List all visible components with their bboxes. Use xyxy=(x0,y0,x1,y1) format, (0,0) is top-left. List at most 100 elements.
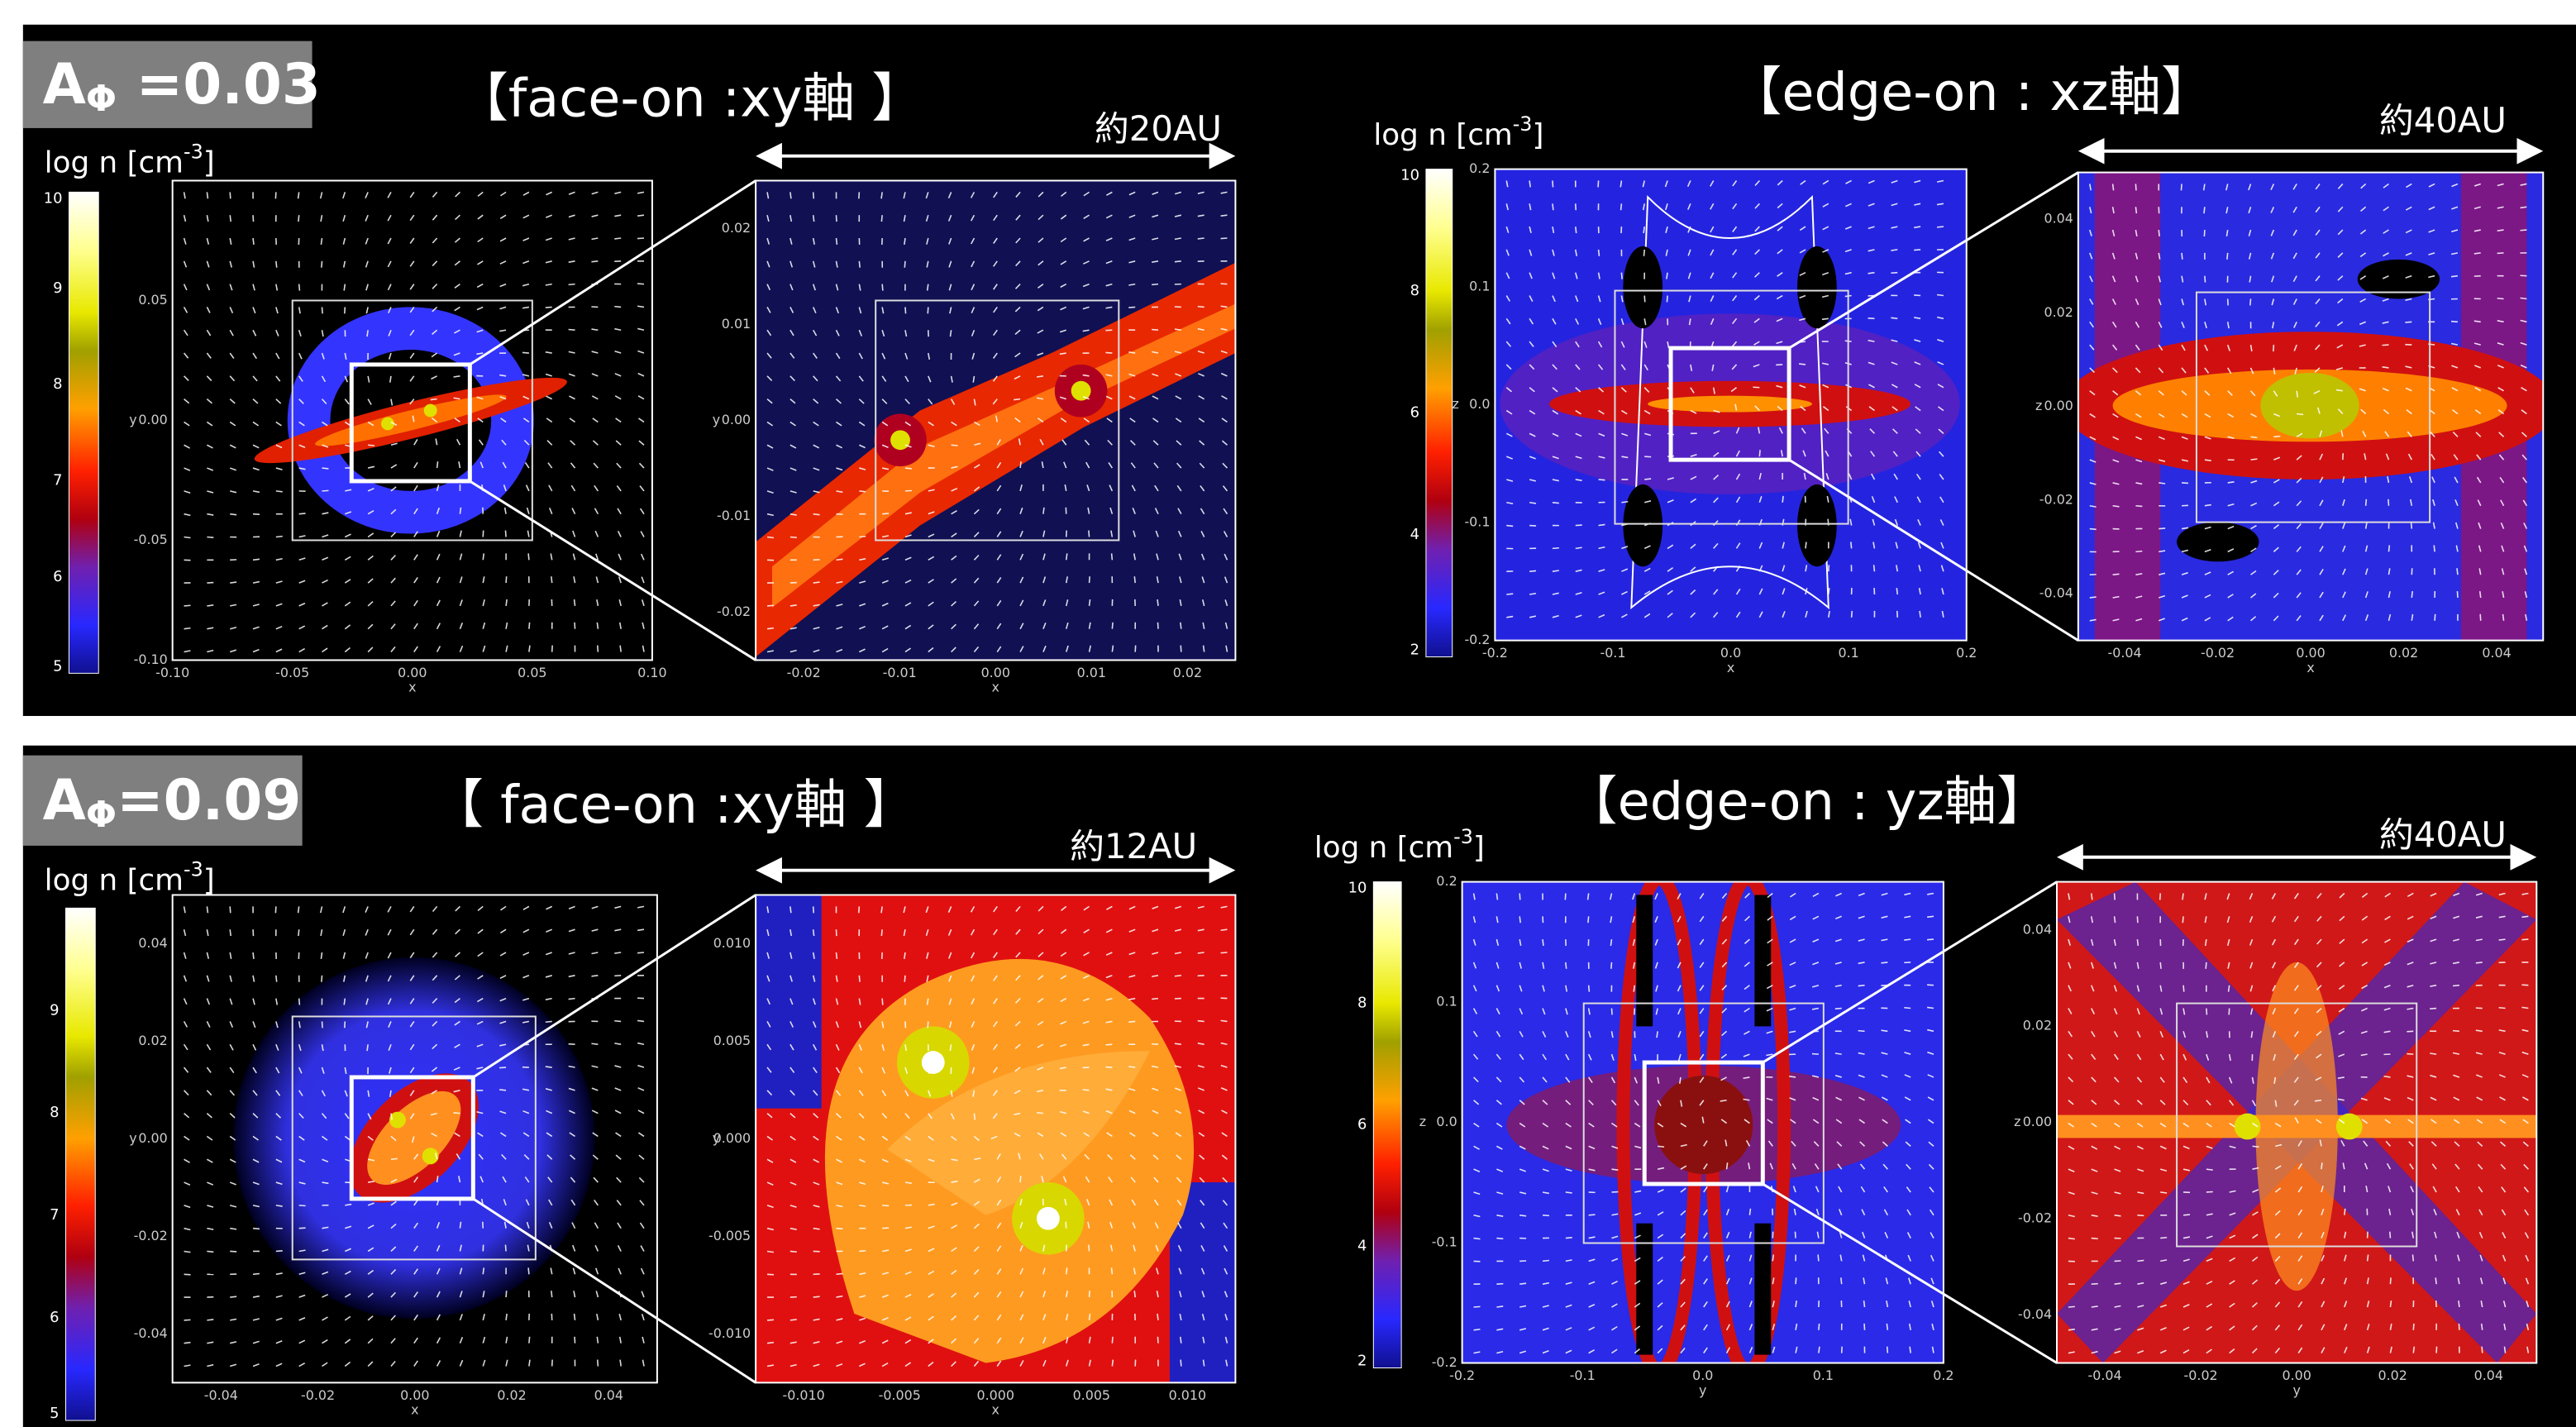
y-tick-label: -0.2 xyxy=(1432,1354,1457,1370)
vector-arrow xyxy=(345,307,346,313)
vector-arrow xyxy=(1881,1030,1887,1031)
vector-arrow xyxy=(437,461,438,468)
colorbar-tick-label: 5 xyxy=(53,657,62,675)
vector-arrow xyxy=(591,1043,598,1044)
vector-arrow xyxy=(184,605,191,606)
vector-arrow xyxy=(2092,1238,2098,1239)
x-tick-label: 0.2 xyxy=(1956,645,1977,661)
vector-arrow xyxy=(1112,646,1113,652)
colorbar-tick-label: 10 xyxy=(1400,167,1419,184)
vector-arrow xyxy=(1066,1267,1067,1274)
colorbar-label-text: log n [cm xyxy=(45,146,184,180)
vector-arrow xyxy=(2435,1277,2436,1284)
vector-arrow xyxy=(2135,184,2136,190)
vector-arrow xyxy=(529,646,530,652)
x-tick-label: 0.02 xyxy=(2378,1367,2407,1383)
colorbar-label-sup: -3 xyxy=(184,857,203,881)
vector-arrow xyxy=(1566,962,1567,969)
vector-arrow xyxy=(1927,939,1934,940)
y-axis-label: y xyxy=(713,412,720,427)
colorbar-label-text: log n [cm xyxy=(45,864,184,898)
vector-arrow xyxy=(2520,230,2526,231)
colorbar-label-end: ] xyxy=(203,864,215,898)
vector-arrow xyxy=(1727,1162,1728,1169)
vector-arrow xyxy=(1657,1031,1658,1038)
vector-arrow xyxy=(2160,1192,2167,1193)
vector-arrow xyxy=(505,531,506,537)
vector-arrow xyxy=(2321,1162,2322,1169)
vector-arrow xyxy=(790,192,791,198)
vector-arrow xyxy=(1175,1043,1181,1044)
x-axis-label: x xyxy=(2306,660,2314,675)
vector-arrow xyxy=(1611,1169,1618,1170)
vector-arrow xyxy=(859,491,866,492)
colorbar-tick-label: 9 xyxy=(50,1001,59,1019)
vector-arrow xyxy=(184,1274,191,1275)
vector-arrow xyxy=(2413,1347,2414,1353)
y-tick-label: 0.0 xyxy=(1469,396,1490,412)
vector-arrow xyxy=(1896,588,1897,594)
vector-arrow xyxy=(2205,460,2211,461)
vector-arrow xyxy=(298,929,299,936)
colorbar xyxy=(65,908,95,1420)
vector-field xyxy=(184,906,644,1366)
x-axis-label: x xyxy=(992,1402,999,1418)
vector-arrow xyxy=(1611,1009,1612,1015)
y-tick-label: -0.02 xyxy=(2039,491,2073,507)
y-tick-label: 0.00 xyxy=(138,1130,167,1146)
vector-arrow xyxy=(1037,1113,1043,1114)
vector-arrow xyxy=(813,582,820,583)
vector-arrow xyxy=(483,553,484,560)
vector-arrow xyxy=(2482,1324,2483,1330)
vector-arrow xyxy=(499,1067,506,1068)
vector-arrow xyxy=(253,1274,260,1275)
vector-arrow xyxy=(1175,261,1181,262)
vector-arrow xyxy=(230,215,231,222)
vector-arrow xyxy=(1588,893,1589,900)
y-tick-label: 0.02 xyxy=(138,1033,167,1048)
vector-arrow xyxy=(2521,985,2528,986)
vector-arrow xyxy=(767,605,774,606)
vector-arrow xyxy=(2113,506,2120,507)
colorbar-tick-label: 8 xyxy=(53,375,62,393)
vector-arrow xyxy=(2411,523,2412,529)
vector-arrow xyxy=(1519,893,1520,900)
scale-label: 約40AU xyxy=(2379,814,2507,855)
vector-arrow xyxy=(367,330,368,336)
y-tick-label: 0.2 xyxy=(1436,873,1457,889)
vector-arrow xyxy=(2251,459,2258,460)
x-tick-label: -0.04 xyxy=(204,1387,238,1403)
x-axis-label: x xyxy=(408,680,416,695)
colorbar-label-end: ] xyxy=(203,146,215,180)
vector-arrow xyxy=(882,1205,889,1206)
vector-arrow xyxy=(637,215,644,216)
vector-arrow xyxy=(322,307,323,313)
vector-arrow xyxy=(2499,1008,2506,1009)
y-tick-label: 0.1 xyxy=(1469,279,1490,294)
vector-arrow xyxy=(184,628,191,629)
y-tick-label: 0.010 xyxy=(713,935,751,951)
vector-arrow xyxy=(506,1291,507,1297)
vector-arrow xyxy=(1496,1238,1503,1239)
vector-arrow xyxy=(1043,508,1044,514)
x-tick-label: -0.05 xyxy=(275,665,309,680)
simulation-image xyxy=(1462,879,1944,1372)
vector-arrow xyxy=(1868,273,1875,274)
vector-arrow xyxy=(391,1158,398,1159)
vector-arrow xyxy=(1089,531,1090,537)
vector-arrow xyxy=(1644,296,1645,303)
vector-arrow xyxy=(499,1090,506,1091)
vector-arrow xyxy=(1835,1053,1842,1054)
vector-arrow xyxy=(1198,952,1205,953)
vector-arrow xyxy=(368,445,374,446)
y-tick-label: 0.02 xyxy=(722,220,751,236)
vector-arrow xyxy=(1105,352,1112,353)
colorbar-tick-label: 9 xyxy=(53,279,62,297)
vector-arrow xyxy=(637,952,644,953)
vector-arrow xyxy=(1543,1260,1549,1261)
x-tick-label: 0.02 xyxy=(1173,665,1202,680)
vector-arrow xyxy=(2137,1260,2144,1261)
vector-arrow xyxy=(1851,542,1852,548)
x-tick-label: -0.005 xyxy=(879,1387,921,1403)
x-tick-label: -0.1 xyxy=(1600,645,1625,661)
